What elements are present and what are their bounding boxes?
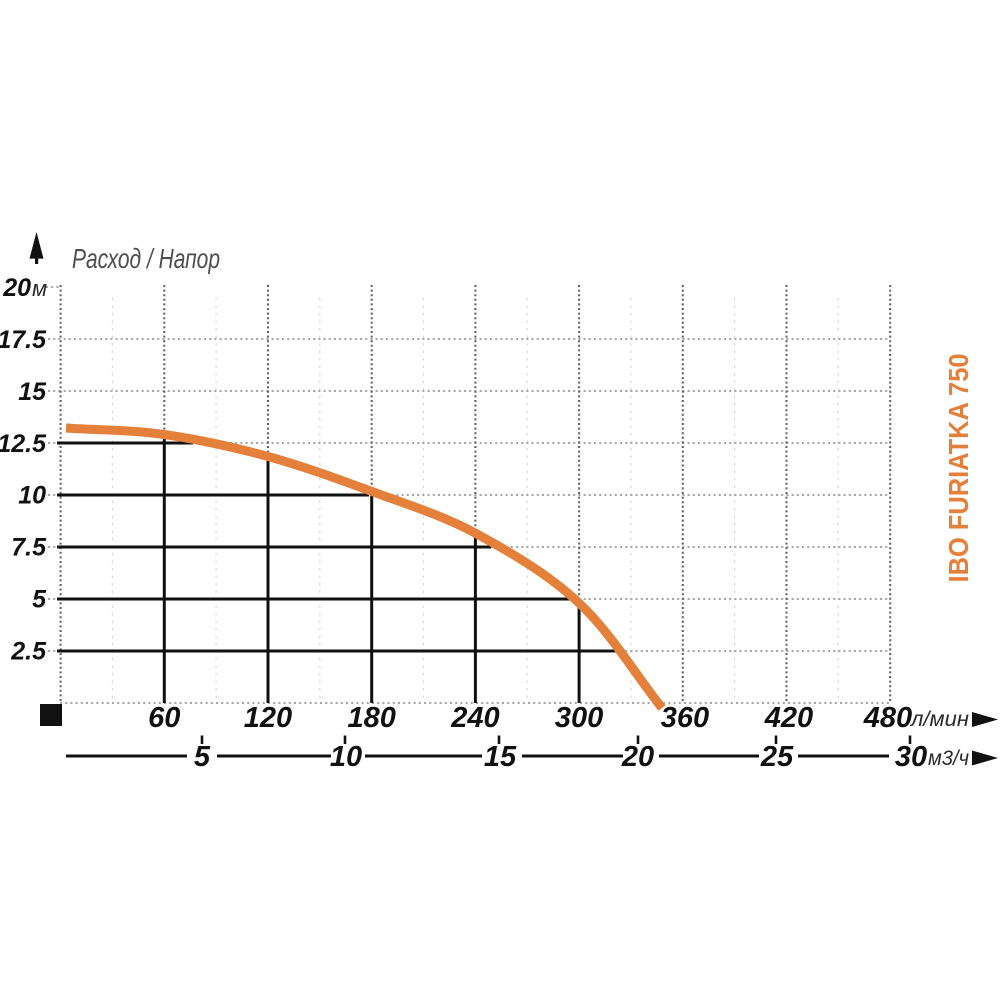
svg-text:10: 10 — [330, 741, 362, 773]
svg-text:240: 240 — [450, 702, 499, 734]
svg-text:20: 20 — [2, 274, 31, 302]
svg-text:180: 180 — [348, 702, 396, 734]
svg-text:м3/ч: м3/ч — [928, 747, 969, 770]
svg-text:12.5: 12.5 — [0, 430, 47, 458]
svg-text:17.5: 17.5 — [0, 326, 47, 354]
svg-text:15: 15 — [18, 378, 47, 406]
svg-text:10: 10 — [18, 482, 46, 510]
svg-text:5: 5 — [32, 586, 47, 614]
svg-text:2.5: 2.5 — [10, 638, 47, 666]
svg-text:15: 15 — [484, 741, 517, 773]
svg-text:480: 480 — [863, 702, 912, 734]
svg-text:7.5: 7.5 — [11, 534, 47, 562]
svg-text:л/мин: л/мин — [910, 708, 970, 731]
svg-text:IBO FURIATKA 750: IBO FURIATKA 750 — [943, 354, 974, 583]
svg-text:25: 25 — [760, 741, 794, 773]
svg-text:30: 30 — [895, 741, 927, 773]
svg-text:5: 5 — [194, 741, 211, 773]
svg-text:м: м — [32, 276, 47, 301]
svg-text:20: 20 — [621, 741, 654, 773]
svg-text:Расход / Напор: Расход / Напор — [72, 243, 220, 274]
svg-text:360: 360 — [661, 702, 709, 734]
svg-text:300: 300 — [555, 702, 603, 734]
svg-text:420: 420 — [764, 702, 813, 734]
svg-text:120: 120 — [244, 702, 292, 734]
svg-text:60: 60 — [148, 702, 180, 734]
